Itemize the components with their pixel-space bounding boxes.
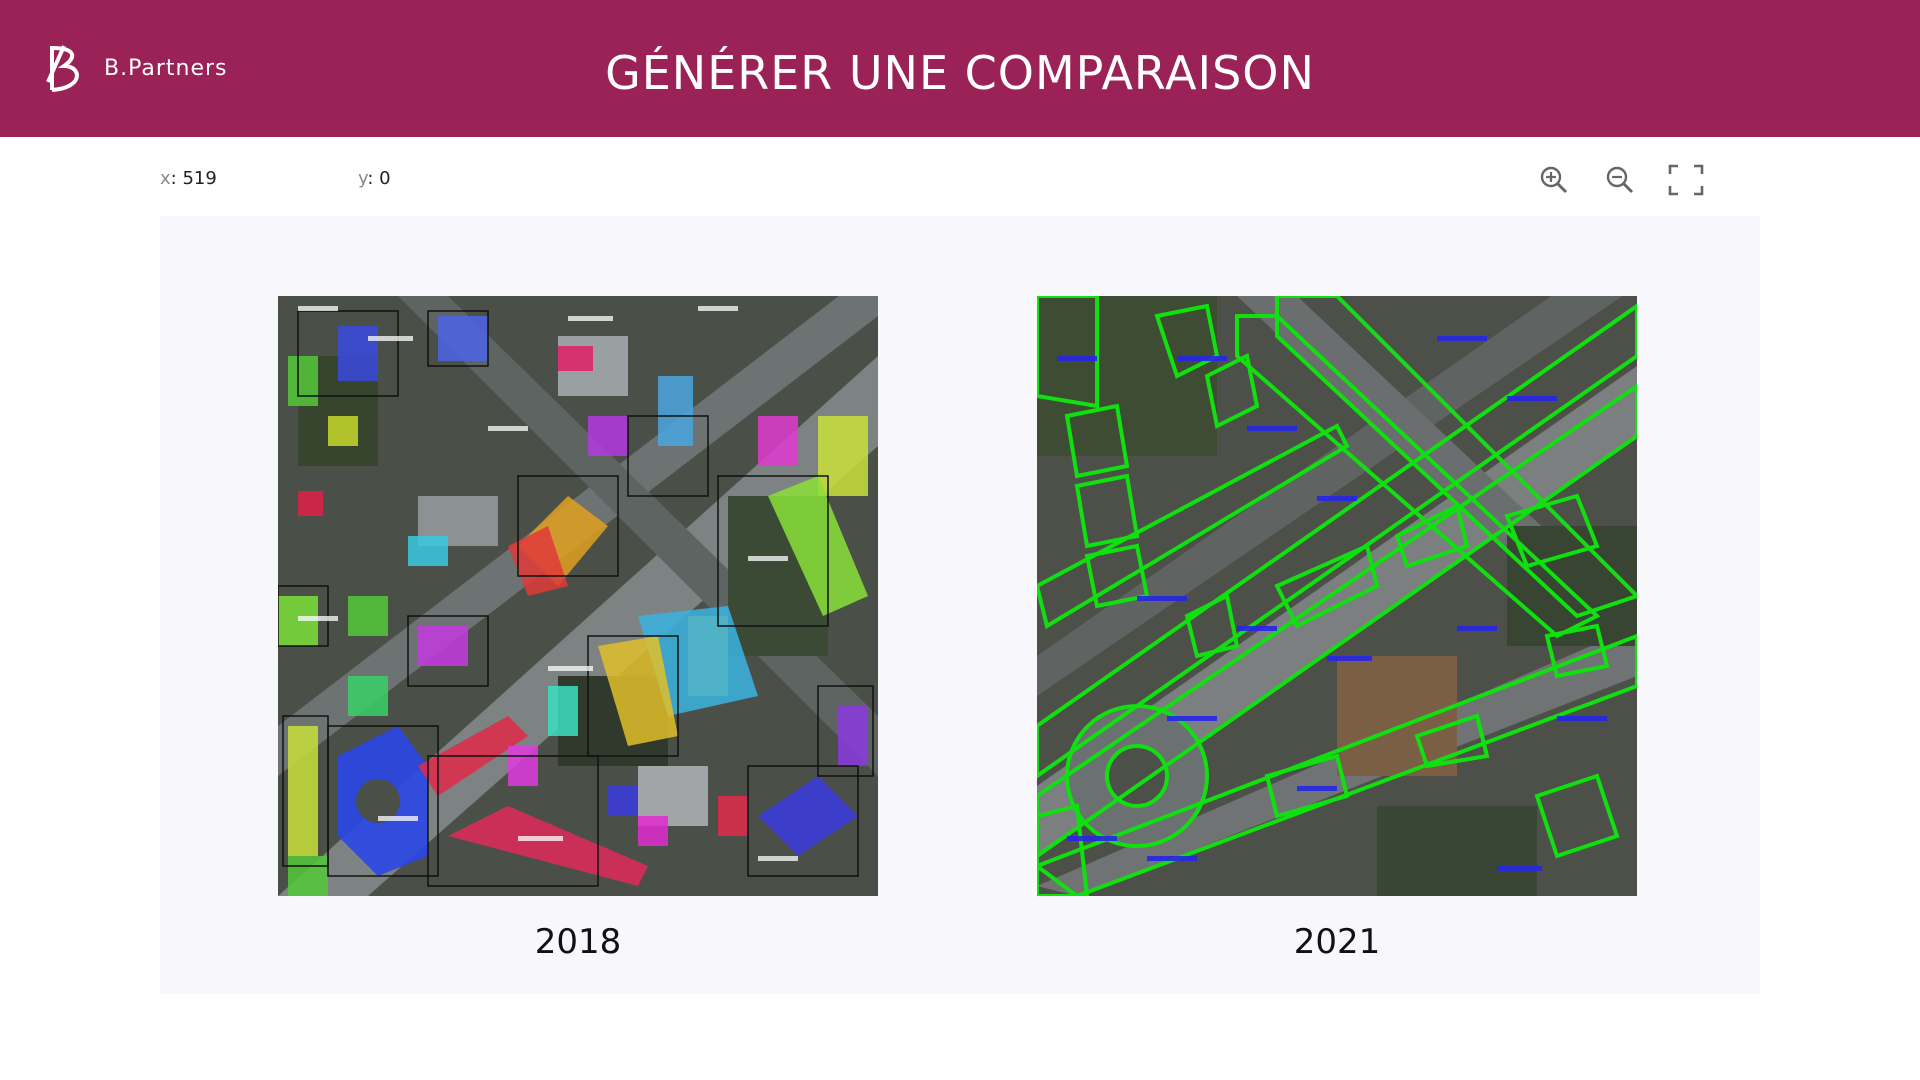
comparison-viewer[interactable]: 2018 <box>160 216 1760 994</box>
zoom-out-button[interactable] <box>1602 162 1638 198</box>
aerial-image-2018[interactable] <box>278 296 878 896</box>
brand-logo[interactable]: B.Partners <box>44 42 228 94</box>
fullscreen-button[interactable] <box>1668 162 1704 198</box>
coord-y-value: 0 <box>379 168 391 189</box>
zoom-in-button[interactable] <box>1536 162 1572 198</box>
panel-label-2018: 2018 <box>534 922 622 962</box>
panel-2018: 2018 <box>278 296 878 962</box>
zoom-in-icon <box>1540 166 1568 194</box>
app-header: B.Partners GÉNÉRER UNE COMPARAISON <box>0 0 1920 137</box>
fullscreen-icon <box>1668 164 1704 196</box>
brand-name: B.Partners <box>104 55 228 81</box>
panel-label-2021: 2021 <box>1293 922 1381 962</box>
coord-x-readout: x: 519 <box>160 168 217 189</box>
coord-y-label: y <box>358 168 368 189</box>
aerial-image-2021[interactable] <box>1037 296 1637 896</box>
logo-icon <box>46 45 79 92</box>
coord-x-value: 519 <box>182 168 217 189</box>
coord-x-label: x <box>160 168 171 189</box>
zoom-out-icon <box>1606 166 1634 194</box>
coord-y-readout: y: 0 <box>358 168 391 189</box>
panel-2021: 2021 <box>1037 296 1637 962</box>
page-title: GÉNÉRER UNE COMPARAISON <box>605 46 1315 100</box>
